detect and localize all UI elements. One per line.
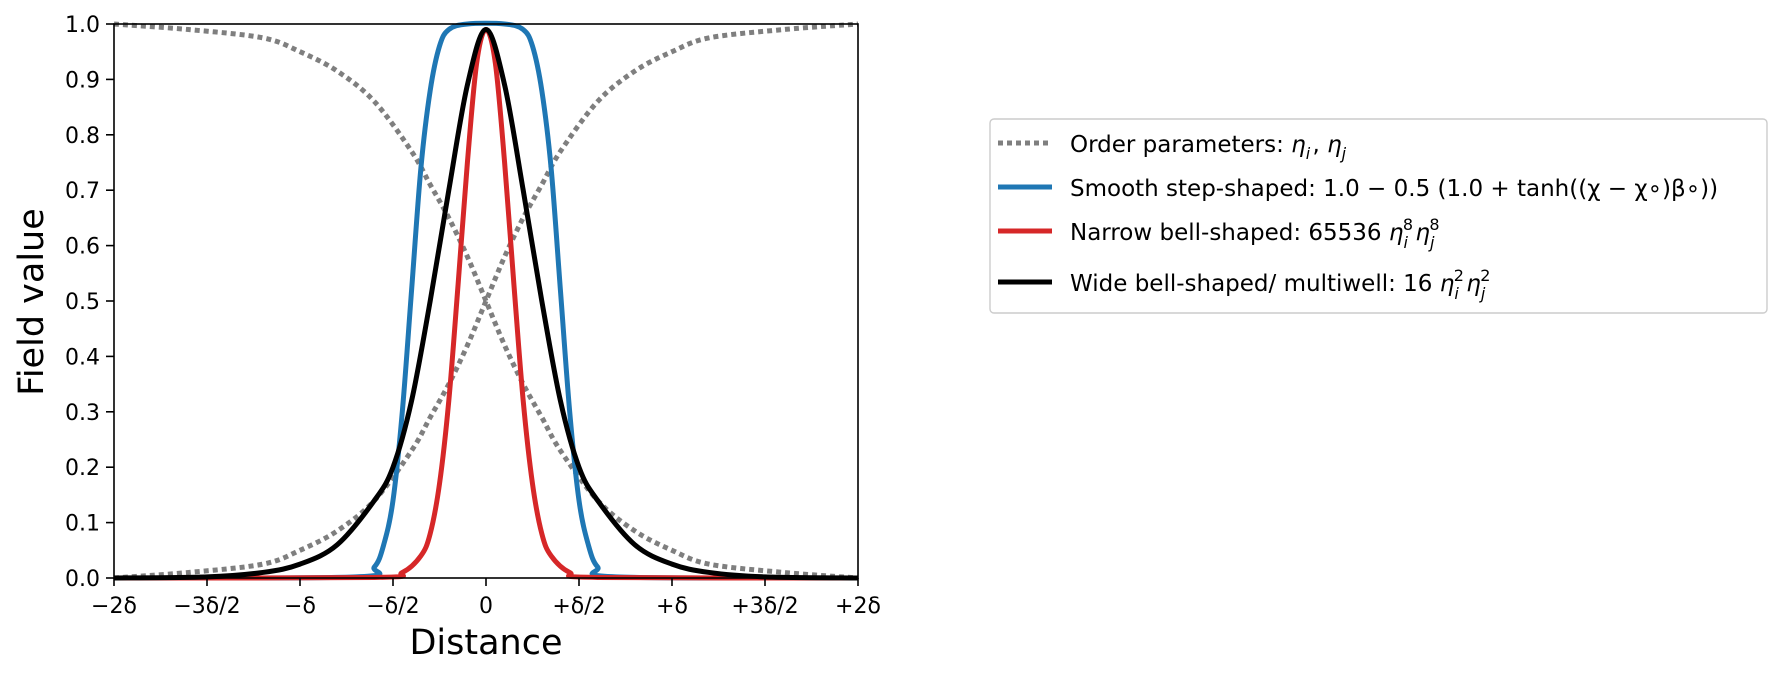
y-tick-label: 0.4 (65, 345, 100, 370)
y-tick-label: 0.0 (65, 567, 100, 592)
legend-math-superscript: 8 (1403, 215, 1413, 234)
legend-math-spacer (1346, 132, 1348, 158)
y-tick-label: 0.3 (65, 401, 100, 426)
legend-math-superscript: 2 (1480, 266, 1490, 285)
legend-label-order: Order parameters: ηi , ηj (1070, 132, 1348, 163)
x-tick-label: 0 (479, 594, 493, 619)
legend-math-subscript: j (1479, 284, 1486, 303)
y-tick-label: 1.0 (65, 13, 100, 38)
x-axis-ticks: −2δ −3δ/2 −δ −δ/2 0 +δ/2 +δ +3δ/2 +2δ (91, 578, 881, 619)
plot-area (113, 20, 859, 581)
y-tick-label: 0.5 (65, 290, 100, 315)
y-tick-label: 0.8 (65, 124, 100, 149)
y-tick-label: 0.9 (65, 68, 100, 93)
legend-label-narrow: Narrow bell-shaped: 65536 ηi8 ηj8 (1070, 215, 1442, 252)
legend-math-superscript: 8 (1429, 215, 1439, 234)
legend-math-subscript: i (1306, 144, 1311, 163)
y-axis-label: Field value (12, 208, 52, 396)
legend: Order parameters: ηi , ηj Smooth step-sh… (989, 118, 1768, 314)
legend-math-spacer (1440, 220, 1442, 246)
legend-label-step: Smooth step-shaped: 1.0 − 0.5 (1.0 + tan… (1070, 176, 1718, 202)
legend-math-spacer (1490, 271, 1492, 297)
x-tick-label: −3δ/2 (173, 594, 240, 619)
series-line-eta_i (114, 21, 858, 581)
x-tick-label: −δ/2 (366, 594, 419, 619)
series-line-wide (114, 27, 858, 581)
legend-math-superscript: 2 (1454, 266, 1464, 285)
x-tick-label: −2δ (91, 594, 137, 619)
legend-math-subscript: i (1403, 233, 1408, 252)
x-tick-label: +3δ/2 (731, 594, 798, 619)
legend-label-text: Narrow bell-shaped: (1070, 220, 1308, 246)
legend-frame (989, 118, 1768, 314)
legend-math-symbol: η (1466, 271, 1481, 297)
legend-math-separator: , (1312, 132, 1327, 158)
legend-math-symbol: η (1327, 132, 1342, 158)
y-tick-label: 0.6 (65, 235, 100, 260)
x-tick-label: −δ (284, 594, 316, 619)
legend-math-subscript: i (1454, 284, 1459, 303)
x-tick-label: +δ/2 (552, 594, 605, 619)
legend-label-text: Order parameters: (1070, 132, 1291, 158)
x-tick-label: +2δ (835, 594, 881, 619)
legend-label-text: Wide bell-shaped/ multiwell: (1070, 271, 1403, 297)
legend-math-symbol: η (1415, 220, 1430, 246)
legend-math-coefficient: 65536 (1308, 220, 1388, 246)
legend-math-symbol: η (1291, 132, 1306, 158)
legend-math-subscript: j (1340, 144, 1347, 163)
y-axis-ticks: 0.0 0.1 0.2 0.3 0.4 0.5 0.6 0.7 0.8 0.9 1.0 (65, 13, 114, 592)
y-tick-label: 0.1 (65, 512, 100, 537)
legend-label-text: Smooth step-shaped: (1070, 176, 1323, 202)
legend-entries: Order parameters: ηi , ηj Smooth step-sh… (998, 132, 1718, 303)
series-line-eta_j (114, 21, 858, 581)
legend-label-wide: Wide bell-shaped/ multiwell: 16 ηi2 ηj2 (1070, 266, 1493, 303)
x-axis-label: Distance (409, 623, 562, 663)
legend-math-coefficient: 16 (1403, 271, 1440, 297)
legend-math-expression: 1.0 − 0.5 (1.0 + tanh((χ − χ∘)β∘)) (1323, 176, 1718, 202)
legend-math-symbol: η (1389, 220, 1404, 246)
x-tick-label: +δ (656, 594, 688, 619)
y-tick-label: 0.2 (65, 456, 100, 481)
legend-math-subscript: j (1428, 233, 1435, 252)
y-tick-label: 0.7 (65, 179, 100, 204)
legend-math-symbol: η (1440, 271, 1455, 297)
